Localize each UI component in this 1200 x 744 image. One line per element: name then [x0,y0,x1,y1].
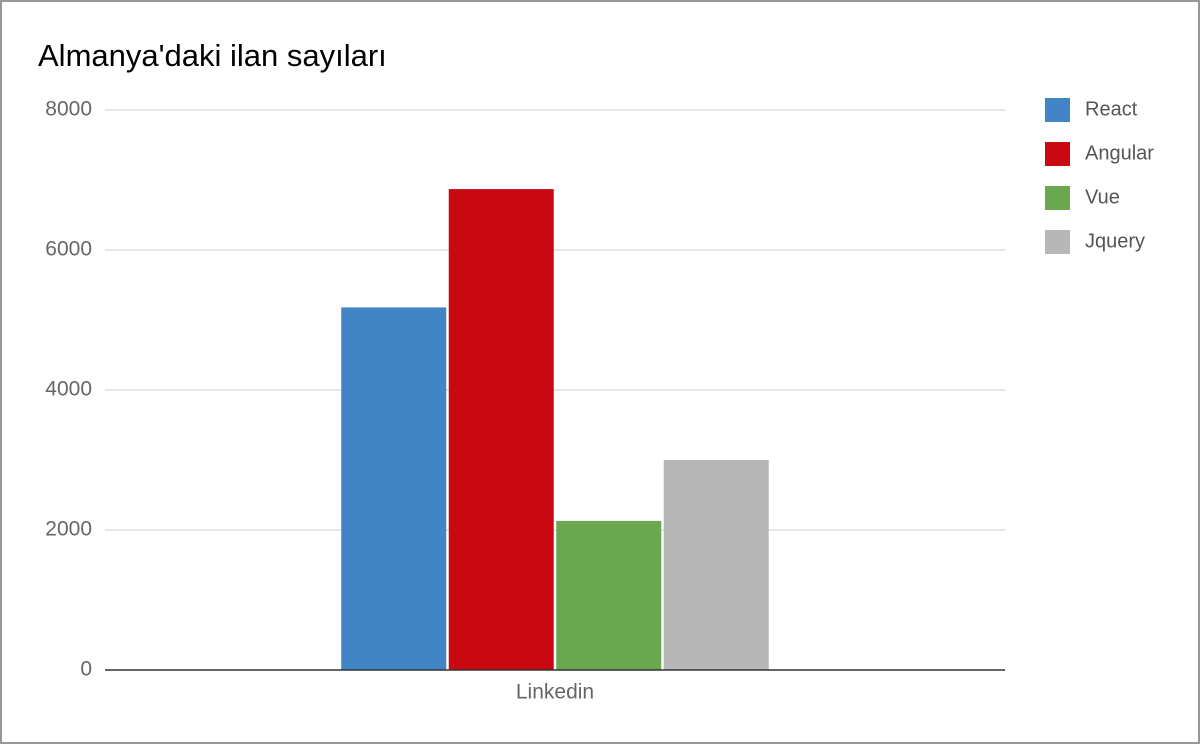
legend-label: Vue [1085,186,1120,208]
y-tick-label: 0 [80,658,92,681]
bar [448,189,554,670]
legend-label: React [1085,98,1138,120]
chart-title: Almanya'daki ilan sayıları [38,38,387,73]
y-tick-label: 6000 [45,238,92,261]
legend-label: Jquery [1085,230,1145,252]
legend-swatch [1045,230,1070,254]
y-tick-label: 4000 [45,378,92,401]
legend-label: Angular [1085,142,1154,164]
y-tick-label: 8000 [45,98,92,121]
bar [556,520,662,670]
bar [341,307,447,670]
legend-swatch [1045,142,1070,166]
x-tick-label: Linkedin [516,681,594,704]
legend-swatch [1045,98,1070,122]
legend-swatch [1045,186,1070,210]
bar [663,460,769,670]
y-tick-label: 2000 [45,518,92,541]
